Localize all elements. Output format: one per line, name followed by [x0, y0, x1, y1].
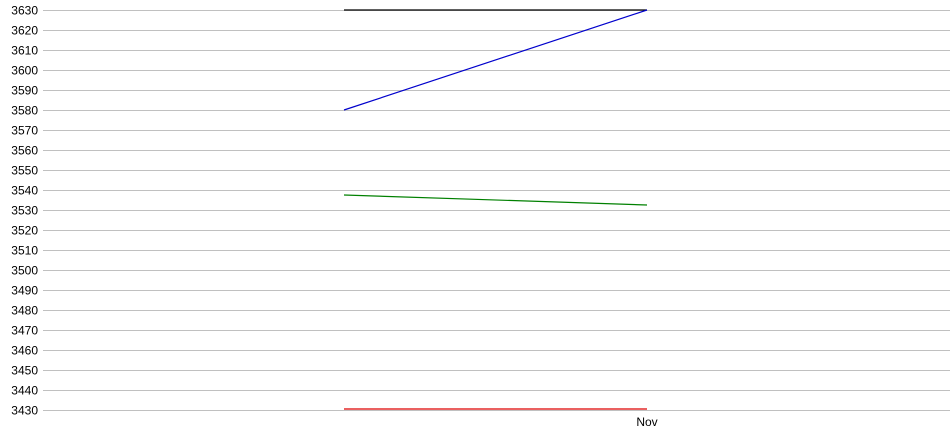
y-tick-label: 3550 [11, 164, 38, 178]
series-line-1 [343, 9, 648, 111]
y-tick-label: 3450 [11, 364, 38, 378]
y-tick-label: 3560 [11, 144, 38, 158]
y-tick-label: 3430 [11, 404, 38, 418]
y-tick-label: 3500 [11, 264, 38, 278]
y-tick-label: 3580 [11, 104, 38, 118]
y-tick-label: 3460 [11, 344, 38, 358]
x-tick-label: Nov [636, 415, 657, 429]
y-tick-label: 3510 [11, 244, 38, 258]
series-line-2 [343, 194, 648, 206]
y-tick-label: 3610 [11, 44, 38, 58]
y-tick-label: 3630 [11, 4, 38, 18]
y-tick-label: 3480 [11, 304, 38, 318]
y-tick-label: 3540 [11, 184, 38, 198]
y-tick-label: 3590 [11, 84, 38, 98]
y-tick-label: 3440 [11, 384, 38, 398]
y-tick-label: 3600 [11, 64, 38, 78]
y-tick-label: 3490 [11, 284, 38, 298]
y-tick-label: 3470 [11, 324, 38, 338]
y-tick-label: 3520 [11, 224, 38, 238]
y-tick-label: 3530 [11, 204, 38, 218]
y-tick-label: 3620 [11, 24, 38, 38]
y-tick-label: 3570 [11, 124, 38, 138]
